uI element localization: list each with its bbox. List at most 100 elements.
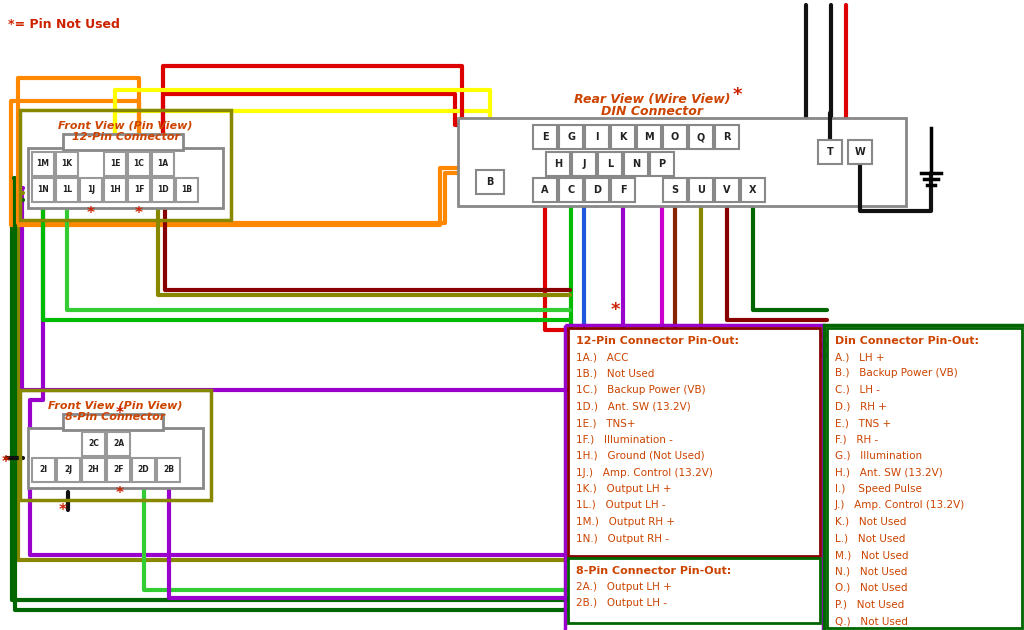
Bar bbox=[82, 432, 105, 456]
Text: Din Connector Pin-Out:: Din Connector Pin-Out: bbox=[835, 336, 979, 346]
Text: 1J.)   Amp. Control (13.2V): 1J.) Amp. Control (13.2V) bbox=[575, 467, 713, 478]
Bar bbox=[28, 148, 223, 208]
Text: *: * bbox=[59, 503, 67, 517]
Text: 1H: 1H bbox=[110, 185, 121, 195]
Text: F: F bbox=[620, 185, 627, 195]
Text: 1F: 1F bbox=[134, 185, 144, 195]
Text: 1E.)   TNS+: 1E.) TNS+ bbox=[575, 418, 636, 428]
Text: L: L bbox=[607, 159, 613, 169]
Bar bbox=[32, 152, 54, 176]
Text: F.)   RH -: F.) RH - bbox=[835, 435, 879, 445]
Bar bbox=[57, 458, 80, 482]
Text: N.)   Not Used: N.) Not Used bbox=[835, 566, 907, 576]
Bar bbox=[568, 328, 820, 556]
Text: E: E bbox=[542, 132, 548, 142]
Bar bbox=[20, 390, 211, 500]
Text: R: R bbox=[723, 132, 731, 142]
Text: W: W bbox=[855, 147, 865, 157]
Bar bbox=[20, 110, 231, 220]
Text: *: * bbox=[610, 301, 620, 319]
Text: Front View (Pin View): Front View (Pin View) bbox=[58, 121, 193, 131]
Bar bbox=[848, 140, 872, 164]
Text: 2B: 2B bbox=[163, 466, 174, 474]
Bar bbox=[104, 178, 126, 202]
Text: E.)   TNS +: E.) TNS + bbox=[835, 418, 891, 428]
Text: 8-Pin Connector: 8-Pin Connector bbox=[66, 412, 166, 422]
Bar bbox=[106, 432, 130, 456]
Bar bbox=[611, 125, 635, 149]
Text: M.)   Not Used: M.) Not Used bbox=[835, 550, 908, 560]
Text: 1F.)   Illumination -: 1F.) Illumination - bbox=[575, 435, 673, 445]
Text: Rear View (Wire View): Rear View (Wire View) bbox=[573, 93, 730, 106]
Text: 2A.)   Output LH +: 2A.) Output LH + bbox=[575, 582, 672, 592]
Text: T: T bbox=[826, 147, 834, 157]
Text: 2F: 2F bbox=[114, 466, 124, 474]
Text: I: I bbox=[595, 132, 599, 142]
Text: 1D.)   Ant. SW (13.2V): 1D.) Ant. SW (13.2V) bbox=[575, 401, 691, 411]
Bar bbox=[598, 152, 622, 176]
Text: A: A bbox=[542, 185, 549, 195]
Bar bbox=[663, 125, 687, 149]
Text: *: * bbox=[87, 206, 95, 221]
Bar bbox=[157, 458, 180, 482]
Bar bbox=[689, 125, 713, 149]
Text: A.)   LH +: A.) LH + bbox=[835, 352, 885, 362]
Text: N: N bbox=[632, 159, 640, 169]
Bar bbox=[152, 152, 174, 176]
Text: 2C: 2C bbox=[88, 440, 99, 449]
Text: 1A: 1A bbox=[158, 159, 169, 168]
Text: I.)    Speed Pulse: I.) Speed Pulse bbox=[835, 484, 922, 494]
Text: H: H bbox=[554, 159, 562, 169]
Text: K.)   Not Used: K.) Not Used bbox=[835, 517, 906, 527]
Text: D.)   RH +: D.) RH + bbox=[835, 401, 887, 411]
Text: 2D: 2D bbox=[137, 466, 150, 474]
Text: 1B.)   Not Used: 1B.) Not Used bbox=[575, 369, 654, 379]
Text: C: C bbox=[567, 185, 574, 195]
Text: 8-Pin Connector Pin-Out:: 8-Pin Connector Pin-Out: bbox=[575, 566, 731, 576]
Text: O.)   Not Used: O.) Not Used bbox=[835, 583, 907, 593]
Bar bbox=[611, 178, 635, 202]
Text: Q.)   Not Used: Q.) Not Used bbox=[835, 616, 908, 626]
Text: 1M: 1M bbox=[37, 159, 49, 168]
Text: *= Pin Not Used: *= Pin Not Used bbox=[8, 18, 120, 31]
Bar bbox=[585, 178, 609, 202]
Text: X: X bbox=[750, 185, 757, 195]
Text: M: M bbox=[644, 132, 653, 142]
Text: Front View (Pin View): Front View (Pin View) bbox=[48, 401, 182, 411]
Bar bbox=[624, 152, 648, 176]
Bar bbox=[32, 178, 54, 202]
Text: O: O bbox=[671, 132, 679, 142]
Text: 1H.)   Ground (Not Used): 1H.) Ground (Not Used) bbox=[575, 451, 705, 461]
Bar bbox=[818, 140, 842, 164]
Text: *: * bbox=[116, 406, 124, 421]
Text: H.)   Ant. SW (13.2V): H.) Ant. SW (13.2V) bbox=[835, 467, 943, 478]
Text: 2H: 2H bbox=[88, 466, 99, 474]
Text: B: B bbox=[486, 177, 494, 187]
Bar bbox=[565, 325, 823, 630]
Bar bbox=[824, 325, 1024, 630]
Text: U: U bbox=[697, 185, 705, 195]
Bar bbox=[458, 118, 906, 206]
Text: P: P bbox=[658, 159, 666, 169]
Bar bbox=[637, 125, 662, 149]
Bar bbox=[152, 178, 174, 202]
Text: 1A.)   ACC: 1A.) ACC bbox=[575, 352, 629, 362]
Text: J: J bbox=[583, 159, 586, 169]
Text: *: * bbox=[135, 206, 143, 221]
Text: V: V bbox=[723, 185, 731, 195]
Text: G.)   Illumination: G.) Illumination bbox=[835, 451, 923, 461]
Bar bbox=[741, 178, 765, 202]
Text: P.)   Not Used: P.) Not Used bbox=[835, 600, 904, 609]
Bar bbox=[128, 178, 150, 202]
Bar bbox=[56, 152, 78, 176]
Bar bbox=[585, 125, 609, 149]
Bar bbox=[715, 125, 739, 149]
Text: 2I: 2I bbox=[40, 466, 47, 474]
Bar bbox=[650, 152, 674, 176]
Text: 1C: 1C bbox=[133, 159, 144, 168]
Bar bbox=[80, 178, 102, 202]
Text: 1L: 1L bbox=[61, 185, 72, 195]
Bar bbox=[128, 152, 150, 176]
Bar bbox=[63, 134, 183, 150]
Text: J.)   Amp. Control (13.2V): J.) Amp. Control (13.2V) bbox=[835, 500, 966, 510]
